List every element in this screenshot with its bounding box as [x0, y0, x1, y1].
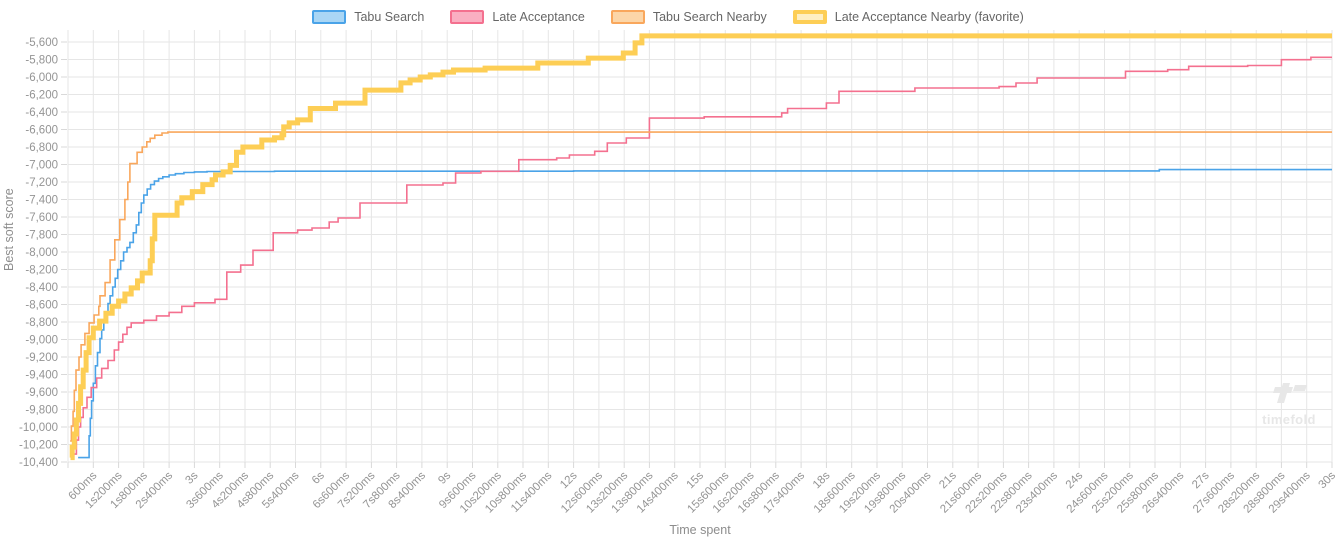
- x-tick-label: 24s: [1064, 469, 1086, 491]
- x-tick-label: 21s: [937, 469, 959, 491]
- timefold-logo-icon: [1273, 383, 1307, 403]
- y-tick-label: -9,200: [25, 352, 58, 364]
- y-tick-label: -6,200: [25, 90, 58, 102]
- legend-label: Tabu Search Nearby: [652, 10, 767, 24]
- timefold-watermark: timefold: [1256, 378, 1322, 427]
- y-tick-label: -5,800: [25, 55, 58, 67]
- legend-label: Late Acceptance Nearby (favorite): [834, 10, 1024, 24]
- y-tick-label: -9,800: [25, 405, 58, 417]
- y-tick-label: -9,600: [25, 387, 58, 399]
- legend-swatch: [792, 10, 827, 24]
- x-tick-label: 27s: [1190, 469, 1212, 491]
- x-tick-label: 3s: [183, 469, 200, 486]
- y-axis-title: Best soft score: [2, 188, 16, 272]
- legend-swatch: [312, 10, 347, 24]
- y-tick-label: -9,400: [25, 370, 58, 382]
- legend-item-tabu-search-nearby[interactable]: Tabu Search Nearby: [610, 10, 767, 24]
- y-tick-label: -10,400: [19, 457, 58, 469]
- y-tick-label: -8,000: [25, 247, 58, 259]
- x-tick-label: 9s: [436, 469, 453, 486]
- series-line-late-acceptance-nearby-favorite[interactable]: [69, 33, 1333, 461]
- legend-label: Late Acceptance: [492, 10, 585, 24]
- y-tick-label: -7,400: [25, 195, 58, 207]
- y-tick-label: -9,000: [25, 335, 58, 347]
- chart-legend: Tabu Search Late Acceptance Tabu Search Ne…: [0, 7, 1336, 27]
- x-tick-label: 18s: [811, 469, 833, 491]
- legend-item-late-acceptance-nearby-favorite[interactable]: Late Acceptance Nearby (favorite): [792, 10, 1024, 24]
- x-tick-label: 6s: [310, 469, 327, 486]
- series-line-late-acceptance[interactable]: [74, 56, 1332, 455]
- y-tick-label: -8,600: [25, 300, 58, 312]
- x-tick-label: 12s: [558, 469, 580, 491]
- y-tick-label: -6,400: [25, 107, 58, 119]
- y-tick-label: -5,600: [25, 37, 58, 49]
- watermark-text: timefold: [1262, 412, 1316, 427]
- y-tick-label: -6,800: [25, 142, 58, 154]
- x-axis-title: Time spent: [669, 523, 731, 537]
- legend-item-late-acceptance[interactable]: Late Acceptance: [450, 10, 585, 24]
- x-tick-label: 30s: [1317, 469, 1336, 491]
- y-tick-label: -7,200: [25, 177, 58, 189]
- y-tick-label: -7,600: [25, 212, 58, 224]
- y-tick-label: -7,800: [25, 230, 58, 242]
- x-tick-label: 15s: [685, 469, 707, 491]
- y-tick-label: -8,800: [25, 317, 58, 329]
- legend-swatch: [610, 10, 645, 24]
- legend-label: Tabu Search: [354, 10, 425, 24]
- legend-item-tabu-search[interactable]: Tabu Search: [312, 10, 424, 24]
- series-line-tabu-search-nearby[interactable]: [70, 131, 1332, 442]
- y-tick-label: -10,200: [19, 440, 58, 452]
- y-tick-label: -7,000: [25, 160, 58, 172]
- y-tick-label: -8,200: [25, 265, 58, 277]
- y-tick-label: -10,000: [19, 422, 58, 434]
- y-tick-label: -6,000: [25, 72, 58, 84]
- legend-swatch: [450, 10, 485, 24]
- y-tick-label: -8,400: [25, 282, 58, 294]
- series-line-tabu-search[interactable]: [78, 168, 1332, 459]
- y-tick-label: -6,600: [25, 125, 58, 137]
